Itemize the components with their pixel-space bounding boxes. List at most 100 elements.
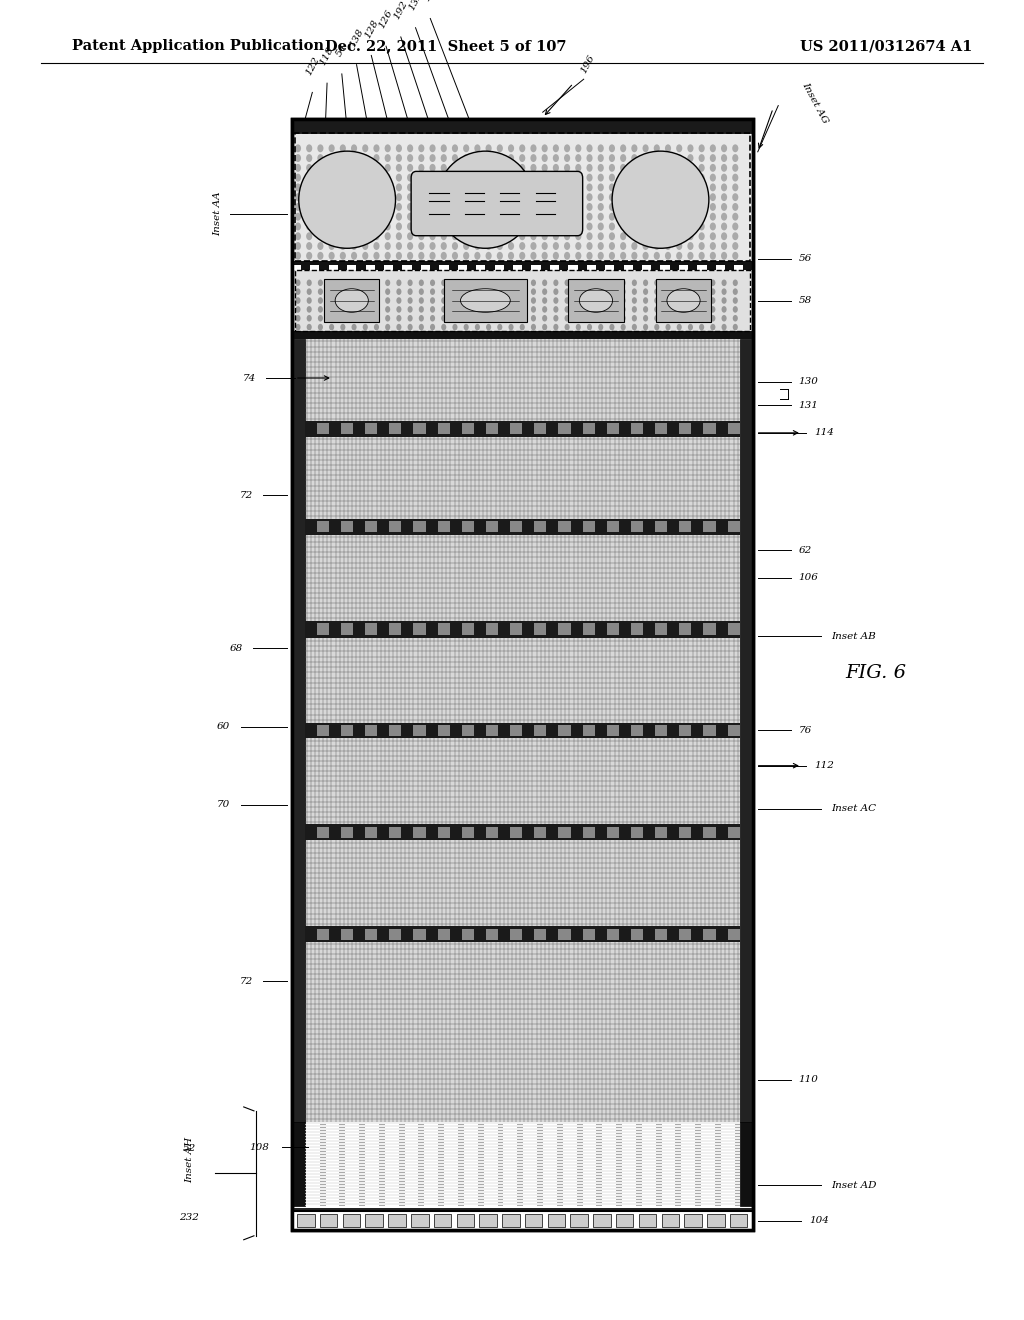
Circle shape [464, 323, 469, 330]
Circle shape [609, 213, 615, 220]
Circle shape [643, 323, 648, 330]
Circle shape [587, 280, 592, 286]
Circle shape [474, 183, 480, 191]
Bar [655, 928, 668, 940]
Circle shape [666, 306, 671, 313]
Circle shape [598, 232, 604, 240]
Text: 112: 112 [814, 762, 834, 770]
Circle shape [642, 232, 648, 240]
Circle shape [474, 213, 480, 220]
Bar [305, 1181, 739, 1183]
Circle shape [407, 164, 413, 172]
Circle shape [429, 203, 435, 211]
Bar [655, 521, 668, 532]
Circle shape [486, 306, 492, 313]
Bar [305, 738, 739, 825]
Circle shape [721, 193, 727, 201]
Bar [305, 1156, 739, 1158]
Circle shape [362, 242, 369, 249]
Circle shape [653, 242, 659, 249]
Circle shape [698, 193, 705, 201]
Circle shape [464, 280, 469, 286]
Circle shape [362, 297, 368, 304]
Circle shape [317, 193, 324, 201]
Bar [305, 825, 739, 840]
Circle shape [542, 252, 548, 260]
Circle shape [329, 323, 334, 330]
Text: 54: 54 [335, 42, 349, 58]
Circle shape [587, 323, 592, 330]
Circle shape [317, 323, 323, 330]
Circle shape [351, 223, 357, 231]
Circle shape [408, 297, 413, 304]
Bar [341, 928, 353, 940]
Circle shape [564, 297, 569, 304]
Circle shape [631, 232, 637, 240]
Circle shape [698, 164, 705, 172]
Circle shape [710, 232, 716, 240]
Circle shape [295, 213, 301, 220]
Circle shape [429, 213, 435, 220]
Bar [660, 264, 670, 271]
Circle shape [732, 154, 738, 162]
Circle shape [621, 144, 627, 152]
Circle shape [396, 154, 402, 162]
Bar [305, 840, 739, 927]
Circle shape [498, 323, 503, 330]
Bar [616, 1214, 634, 1228]
Bar [679, 623, 691, 635]
Bar [414, 623, 426, 635]
Text: 68: 68 [229, 644, 243, 652]
Bar [535, 424, 547, 434]
Circle shape [564, 154, 570, 162]
Circle shape [519, 193, 525, 201]
Ellipse shape [580, 289, 612, 313]
Bar [316, 623, 329, 635]
Circle shape [519, 203, 525, 211]
Circle shape [654, 323, 659, 330]
Bar [316, 725, 329, 737]
Circle shape [429, 252, 435, 260]
Circle shape [306, 174, 312, 182]
Circle shape [306, 154, 312, 162]
Circle shape [497, 144, 503, 152]
Circle shape [621, 242, 627, 249]
Text: 104: 104 [809, 1216, 828, 1225]
Circle shape [609, 315, 614, 322]
Circle shape [329, 242, 335, 249]
Circle shape [711, 315, 716, 322]
Bar [535, 826, 547, 838]
Circle shape [295, 280, 301, 286]
Circle shape [485, 144, 492, 152]
Bar [703, 623, 716, 635]
Circle shape [710, 252, 716, 260]
Bar [703, 521, 716, 532]
Bar [631, 826, 643, 838]
Circle shape [329, 183, 335, 191]
Circle shape [722, 288, 727, 294]
Circle shape [553, 306, 558, 313]
Circle shape [687, 203, 693, 211]
Circle shape [710, 174, 716, 182]
Bar [295, 133, 750, 261]
Circle shape [710, 242, 716, 249]
Circle shape [485, 223, 492, 231]
Circle shape [385, 242, 391, 249]
Bar [558, 424, 570, 434]
Text: 192: 192 [392, 0, 410, 21]
Circle shape [665, 154, 671, 162]
Bar [292, 119, 753, 1230]
Bar [437, 521, 450, 532]
Circle shape [485, 193, 492, 201]
Circle shape [676, 164, 682, 172]
Circle shape [396, 144, 402, 152]
Circle shape [509, 315, 514, 322]
Bar [734, 264, 743, 271]
Circle shape [463, 193, 469, 201]
Bar [316, 424, 329, 434]
Circle shape [642, 223, 648, 231]
Circle shape [721, 213, 727, 220]
Circle shape [676, 232, 682, 240]
Circle shape [733, 306, 738, 313]
Bar [305, 535, 739, 620]
